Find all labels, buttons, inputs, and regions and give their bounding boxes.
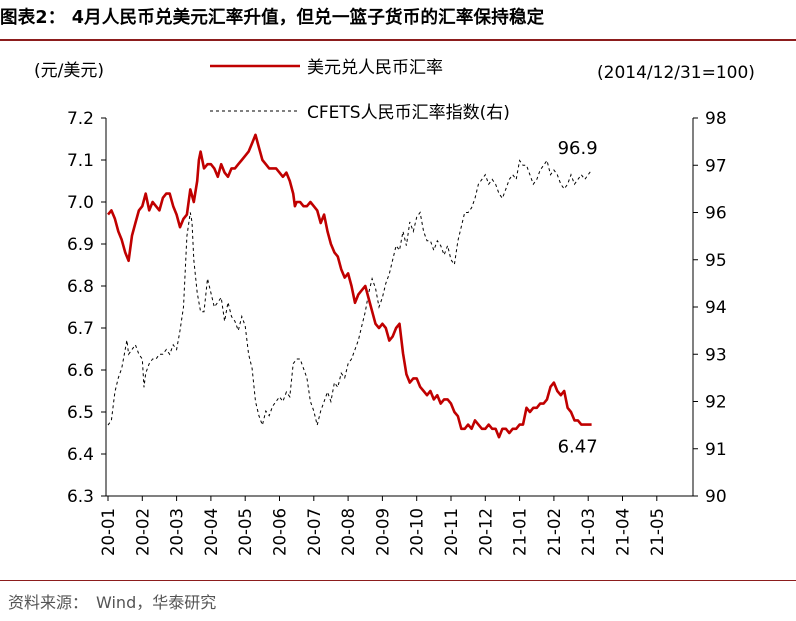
legend-label-cfets: CFETS人民币汇率指数(右) (307, 103, 510, 123)
x-tick-label: 21-01 (511, 508, 530, 556)
x-tick-label: 20-01 (99, 508, 118, 556)
y-left-tick-label: 6.9 (67, 235, 94, 255)
title-rule (0, 39, 796, 41)
x-tick-label: 20-09 (373, 508, 392, 556)
source-text: Wind，华泰研究 (96, 593, 217, 612)
y-left-tick-label: 6.8 (67, 277, 94, 297)
y-left-tick-label: 7.2 (67, 109, 94, 129)
left-axis-unit: (元/美元) (34, 61, 104, 81)
y-right-tick-label: 90 (705, 487, 727, 507)
y-left-tick-label: 6.7 (67, 319, 94, 339)
y-left-tick-label: 6.5 (67, 403, 94, 423)
x-tick-label: 21-04 (614, 508, 633, 556)
y-left-tick-label: 6.6 (67, 361, 94, 381)
y-left-tick-label: 6.4 (67, 445, 94, 465)
x-tick-label: 21-05 (648, 508, 667, 556)
right-axis-unit: (2014/12/31=100) (597, 63, 755, 83)
x-tick-label: 20-03 (168, 508, 187, 556)
y-right-tick-label: 95 (705, 251, 727, 271)
source-line: 资料来源： Wind，华泰研究 (8, 589, 216, 613)
annotation-label-usdcny: 6.47 (558, 437, 598, 458)
x-tick-label: 20-04 (202, 508, 221, 556)
x-tick-label: 20-06 (271, 508, 290, 556)
y-right-tick-label: 91 (705, 440, 727, 460)
series-line-cfets (107, 159, 593, 427)
y-right-tick-label: 96 (705, 204, 727, 224)
x-tick-label: 20-12 (476, 508, 495, 556)
series-line-usdcny (106, 133, 592, 439)
y-right-tick-label: 92 (705, 393, 727, 413)
figure-title: 图表2： 4月人民币兑美元汇率升值，但兑一篮子货币的汇率保持稳定 (0, 8, 545, 28)
x-tick-label: 21-03 (579, 508, 598, 556)
x-tick-label: 20-08 (339, 508, 358, 556)
x-tick-label: 20-07 (305, 508, 324, 556)
annotation-label-cfets: 96.9 (558, 138, 598, 159)
chart: 6.3 6.4 6.5 6.6 6.7 6.8 6.9 7.0 7.1 7.2 90 91 92 93 94… (34, 58, 755, 556)
x-tick-label: 20-05 (236, 508, 255, 556)
y-left-tick-label: 6.3 (67, 487, 94, 507)
x-tick-label: 20-10 (408, 508, 427, 556)
y-left-tick-label: 7.1 (67, 151, 94, 171)
legend-label-usdcny: 美元兑人民币汇率 (307, 58, 443, 78)
source-label: 资料来源： (8, 593, 89, 612)
y-right-tick-label: 94 (705, 298, 727, 318)
source-rule (0, 580, 796, 581)
y-left-tick-label: 7.0 (67, 193, 94, 213)
x-tick-label: 20-02 (133, 508, 152, 556)
y-right-tick-label: 98 (705, 109, 727, 129)
x-tick-label: 21-02 (545, 508, 564, 556)
y-right-tick-label: 93 (705, 345, 727, 365)
x-tick-label: 20-11 (442, 508, 461, 556)
y-right-tick-label: 97 (705, 156, 727, 176)
